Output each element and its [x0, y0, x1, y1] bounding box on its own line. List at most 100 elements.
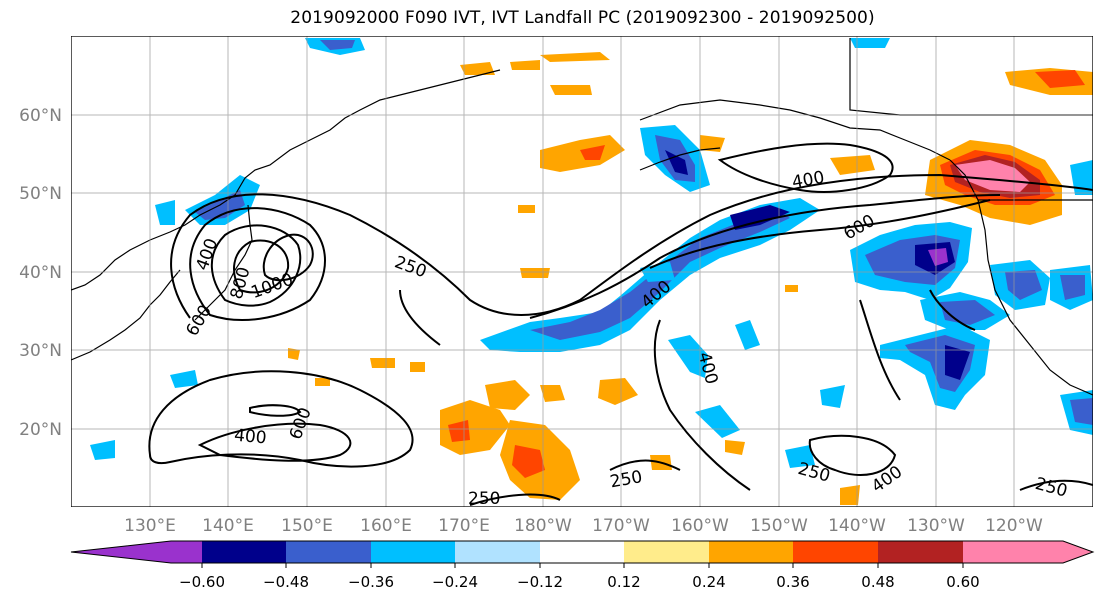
shade-region: [668, 335, 708, 378]
shade-region: [820, 385, 845, 408]
gridlines: [71, 36, 1093, 507]
coastlines: [71, 38, 1093, 396]
coastline-na: [949, 159, 1093, 396]
lon-tick-label: 140°E: [202, 516, 254, 536]
contour-250: [808, 434, 897, 476]
contour-250: [469, 493, 561, 506]
lon-tick-label: 120°W: [985, 516, 1043, 536]
shade-region: [725, 440, 745, 455]
shade-region: [90, 440, 115, 460]
contour-600: [649, 199, 991, 269]
contour-400: [653, 319, 751, 491]
contour-250: [170, 173, 1093, 319]
contour-400: [717, 142, 894, 193]
colorbar-segment: [540, 541, 624, 563]
colorbar-tick-label: 0.48: [861, 573, 894, 591]
colorbar-segment: [71, 541, 202, 563]
contour-400: [529, 194, 1001, 319]
shade-region: [315, 378, 330, 386]
colorbar-segment: [371, 541, 455, 563]
lat-tick-labels: 20°N 30°N 40°N 50°N 60°N: [19, 106, 62, 440]
colorbar-tick-label: 0.24: [692, 573, 725, 591]
contour-800: [233, 239, 290, 294]
shade-region: [485, 380, 530, 410]
lon-tick-label: 160°E: [360, 516, 412, 536]
contour-400: [189, 207, 326, 321]
colorbar: [70, 540, 1095, 568]
colorbar-segment: [455, 541, 540, 563]
coastline-japan: [194, 204, 253, 321]
shade-region: [730, 205, 790, 230]
lat-tick-label: 40°N: [19, 263, 62, 283]
colorbar-outline: [70, 540, 1095, 564]
shade-region: [955, 160, 1030, 192]
colorbar-segment: [624, 541, 709, 563]
shade-region: [598, 378, 638, 405]
colorbar-tick-label: 0.60: [946, 573, 979, 591]
shade-region: [520, 268, 550, 278]
colorbar-tick-label: 0.36: [776, 573, 809, 591]
shade-region: [410, 362, 425, 372]
shade-region: [1035, 70, 1085, 88]
lon-tick-label: 130°E: [124, 516, 176, 536]
contour-400: [197, 422, 352, 462]
lon-tick-labels: 130°E 140°E 150°E 160°E 170°E 180°W 170°…: [124, 516, 1043, 536]
shade-region: [1070, 160, 1093, 195]
colorbar-tick-label: −0.36: [348, 573, 394, 591]
contour-250: [929, 289, 976, 331]
contour-600: [210, 224, 302, 307]
contour-250: [148, 370, 414, 468]
lon-tick-label: 150°W: [750, 516, 808, 536]
colorbar-tick-label: −0.12: [517, 573, 563, 591]
lon-tick-label: 180°W: [514, 516, 572, 536]
shade-region: [550, 85, 592, 95]
colorbar-tick-label: 0.12: [607, 573, 640, 591]
lat-tick-label: 60°N: [19, 106, 62, 126]
colorbar-segment: [963, 541, 1093, 563]
lon-tick-label: 170°E: [438, 516, 490, 536]
map-title: 2019092000 F090 IVT, IVT Landfall PC (20…: [290, 8, 875, 28]
lat-tick-label: 30°N: [19, 341, 62, 361]
colorbar-segment: [202, 541, 286, 563]
coastline-alaska: [639, 99, 951, 161]
coastline-aleutians: [639, 147, 721, 171]
lat-tick-label: 20°N: [19, 420, 62, 440]
lon-tick-label: 140°W: [828, 516, 886, 536]
shade-region: [320, 40, 355, 50]
map-plot: 400 600 800 1000 250 400 600 400 400 250…: [71, 36, 1093, 507]
ivt-contours: [148, 142, 1093, 506]
colorbar-tick-label: −0.48: [263, 573, 309, 591]
shade-region: [518, 205, 535, 213]
shade-region: [512, 445, 545, 478]
shade-region: [785, 445, 815, 468]
contour-label: 400: [233, 426, 267, 449]
lon-tick-label: 170°W: [592, 516, 650, 536]
shade-region: [288, 348, 300, 360]
contour-250: [859, 299, 901, 401]
coastline-asia: [71, 69, 501, 291]
contour-1000: [262, 233, 314, 282]
colorbar-segment: [793, 541, 878, 563]
lon-tick-label: 150°E: [281, 516, 333, 536]
positive-shading: [288, 52, 1093, 505]
colorbar-tick-labels: −0.60 −0.48 −0.36 −0.24 −0.12 0.12 0.24 …: [179, 573, 980, 591]
lat-tick-label: 50°N: [19, 184, 62, 204]
colorbar-tick-label: −0.60: [179, 573, 225, 591]
shade-region: [1070, 398, 1093, 425]
shade-region: [665, 150, 688, 175]
shade-region: [830, 155, 875, 175]
shade-region: [735, 320, 760, 350]
contour-250: [1019, 479, 1093, 491]
shade-region: [850, 38, 890, 48]
shade-region: [155, 200, 175, 225]
colorbar-segment: [878, 541, 963, 563]
colorbar-segment: [709, 541, 793, 563]
shade-region: [695, 405, 740, 438]
shade-region: [840, 485, 860, 505]
lon-tick-label: 160°W: [671, 516, 729, 536]
shade-region: [170, 370, 198, 388]
lon-tick-label: 130°W: [907, 516, 965, 536]
contour-250: [609, 459, 681, 471]
contour-600: [249, 404, 302, 417]
shade-region: [370, 358, 395, 368]
